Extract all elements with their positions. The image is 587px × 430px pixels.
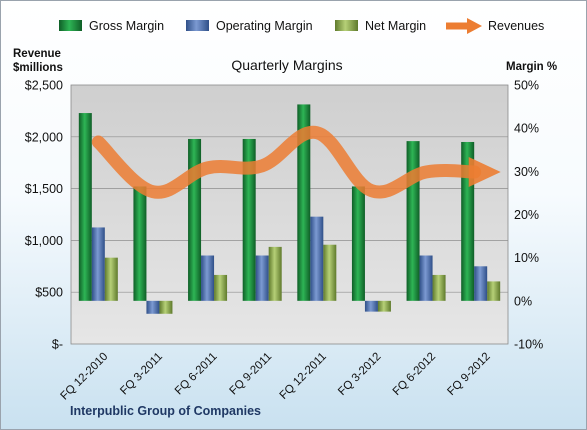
net-margin-bar [377,300,391,312]
gross-margin-bar [133,186,147,301]
legend-swatch-net-margin [335,20,358,31]
revenues-line [91,125,482,199]
y-right-tick-label: 40% [514,122,539,136]
operating-margin-bar [255,255,269,301]
y-left-label-line-1: Revenue [13,48,61,60]
net-margin-bar [487,281,501,301]
gross-margin-bar [297,104,311,301]
legend-label-gross-margin: Gross Margin [89,19,164,33]
operating-margin-bar [146,300,160,314]
gross-margin-bar [78,113,92,301]
legend-label-net-margin: Net Margin [365,19,426,33]
net-margin-bar [323,244,337,301]
net-margin-bar [432,274,446,301]
y-right-tick-label: 0% [514,294,532,308]
operating-margin-bar [201,255,215,301]
operating-margin-bar [419,255,433,301]
operating-margin-bar [310,216,324,301]
y-left-ticks: $2,500 $2,000 $1,500 $1,000 $500 $- [25,79,63,352]
legend: Gross Margin Operating Margin Net Margin… [59,18,544,34]
y-right-tick-label: 50% [514,79,539,93]
x-tick-label: FQ 3-2011 [118,351,165,398]
legend-swatch-revenues [446,18,482,34]
x-tick-label: FQ 9-2012 [445,351,492,398]
x-tick-label: FQ 6-2011 [173,351,220,398]
y-left-tick-label: $1,000 [25,234,63,248]
x-tick-label: FQ 12-2010 [59,351,111,403]
net-margin-bar [214,274,228,301]
net-margin-bar [268,246,282,301]
legend-label-revenues: Revenues [488,19,544,33]
gross-margin-bar [351,186,365,301]
y-left-label-line-2: $millions [13,62,63,74]
y-right-label: Margin % [506,61,557,73]
x-tick-labels: FQ 12-2010 FQ 3-2011 FQ 6-2011 FQ 9-2011 FQ … [59,351,493,403]
x-tick-label: FQ 9-2011 [228,351,275,398]
y-right-ticks: 50% 40% 30% 20% 10% 0% -10% [514,79,543,352]
y-right-tick-label: 10% [514,251,539,265]
chart-title: Quarterly Margins [231,57,342,73]
gross-margin-bar [242,138,256,301]
operating-margin-bar [364,300,378,312]
y-left-tick-label: $500 [35,286,63,300]
legend-swatch-operating-margin [186,20,209,31]
gross-margin-bar [406,141,420,301]
x-tick-label: FQ 3-2012 [336,351,383,398]
x-tick-label: FQ 12-2011 [278,351,329,402]
y-left-label: Revenue $millions [13,48,64,74]
legend-label-operating-margin: Operating Margin [216,19,313,33]
revenue-series [91,125,501,199]
footer-company-name: Interpublic Group of Companies [70,404,261,418]
y-right-tick-label: 30% [514,165,539,179]
y-left-tick-label: $- [52,338,63,352]
revenues-arrowhead [468,157,501,188]
net-margin-bar [159,300,173,314]
bar-series [78,104,501,314]
y-right-tick-label: -10% [514,338,543,352]
gross-margin-bar [188,138,202,301]
operating-margin-bar [474,266,488,301]
x-tick-label: FQ 6-2012 [391,351,438,398]
y-left-tick-label: $2,500 [25,79,63,93]
net-margin-bar [104,257,118,301]
y-right-tick-label: 20% [514,208,539,222]
operating-margin-bar [91,227,105,301]
legend-swatch-gross-margin [59,20,82,31]
y-left-tick-label: $2,000 [25,130,63,144]
y-left-tick-label: $1,500 [25,182,63,196]
